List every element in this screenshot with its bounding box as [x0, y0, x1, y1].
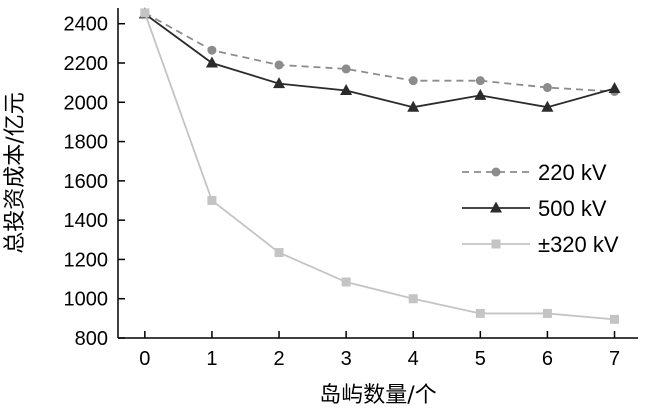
series-1 [138, 7, 621, 112]
legend-label: ±320 kV [538, 232, 619, 257]
data-point [541, 100, 554, 112]
data-point [608, 82, 621, 94]
x-tick-label: 2 [273, 348, 284, 370]
data-point [474, 88, 487, 100]
legend-label: 500 kV [538, 196, 607, 221]
legend-marker [491, 167, 501, 177]
legend-marker [491, 239, 501, 249]
data-point [207, 196, 217, 205]
data-point [274, 60, 284, 70]
data-point [475, 308, 485, 318]
series-2 [140, 8, 620, 324]
data-point [475, 76, 485, 86]
x-tick-label: 0 [139, 348, 150, 370]
y-tick-label: 1600 [64, 171, 109, 193]
axes: 800 1000 1200 1400 1600 1800 2000 2200 2400 0 1 2 3 4… [64, 8, 638, 370]
y-tick-label: 800 [75, 328, 108, 350]
legend-item: ±320 kV [462, 232, 619, 257]
series-line [144, 13, 615, 109]
legend-marker [490, 201, 502, 213]
data-point [207, 45, 217, 55]
data-point [341, 277, 351, 287]
data-point [274, 248, 284, 258]
series-line [144, 12, 615, 93]
data-point [340, 84, 353, 95]
y-tick-label: 1800 [64, 132, 109, 154]
legend-item: 220 kV [462, 160, 607, 185]
x-axis-title: 岛屿数量/个 [319, 383, 436, 408]
data-point [407, 100, 420, 112]
y-axis-title: 总投资成本/亿元 [3, 92, 28, 253]
x-tick-label: 1 [206, 348, 217, 370]
y-tick-label: 2000 [64, 92, 109, 114]
data-point [341, 64, 351, 74]
data-point [542, 308, 552, 318]
y-tick-label: 2400 [64, 14, 109, 36]
data-point [273, 77, 286, 89]
y-tick-label: 2200 [64, 53, 109, 75]
x-tick-label: 5 [475, 348, 486, 370]
data-point [542, 83, 552, 93]
legend: 220 kV 500 kV ±320 kV [462, 160, 619, 257]
series-layer [138, 7, 621, 324]
legend-label: 220 kV [538, 160, 607, 185]
x-tick-label: 4 [408, 348, 419, 370]
x-tick-label: 7 [609, 348, 620, 370]
data-point [610, 314, 620, 324]
y-tick-label: 1200 [64, 249, 109, 271]
data-point [408, 76, 418, 86]
data-point [205, 56, 218, 68]
data-point [140, 8, 150, 18]
series-line [143, 12, 615, 321]
y-tick-label: 1400 [64, 210, 109, 232]
x-tick-label: 6 [542, 348, 553, 370]
y-tick-label: 1000 [64, 289, 109, 311]
legend-item: 500 kV [462, 196, 607, 221]
series-0 [140, 8, 620, 96]
data-point [408, 294, 418, 304]
x-tick-label: 3 [341, 348, 352, 370]
